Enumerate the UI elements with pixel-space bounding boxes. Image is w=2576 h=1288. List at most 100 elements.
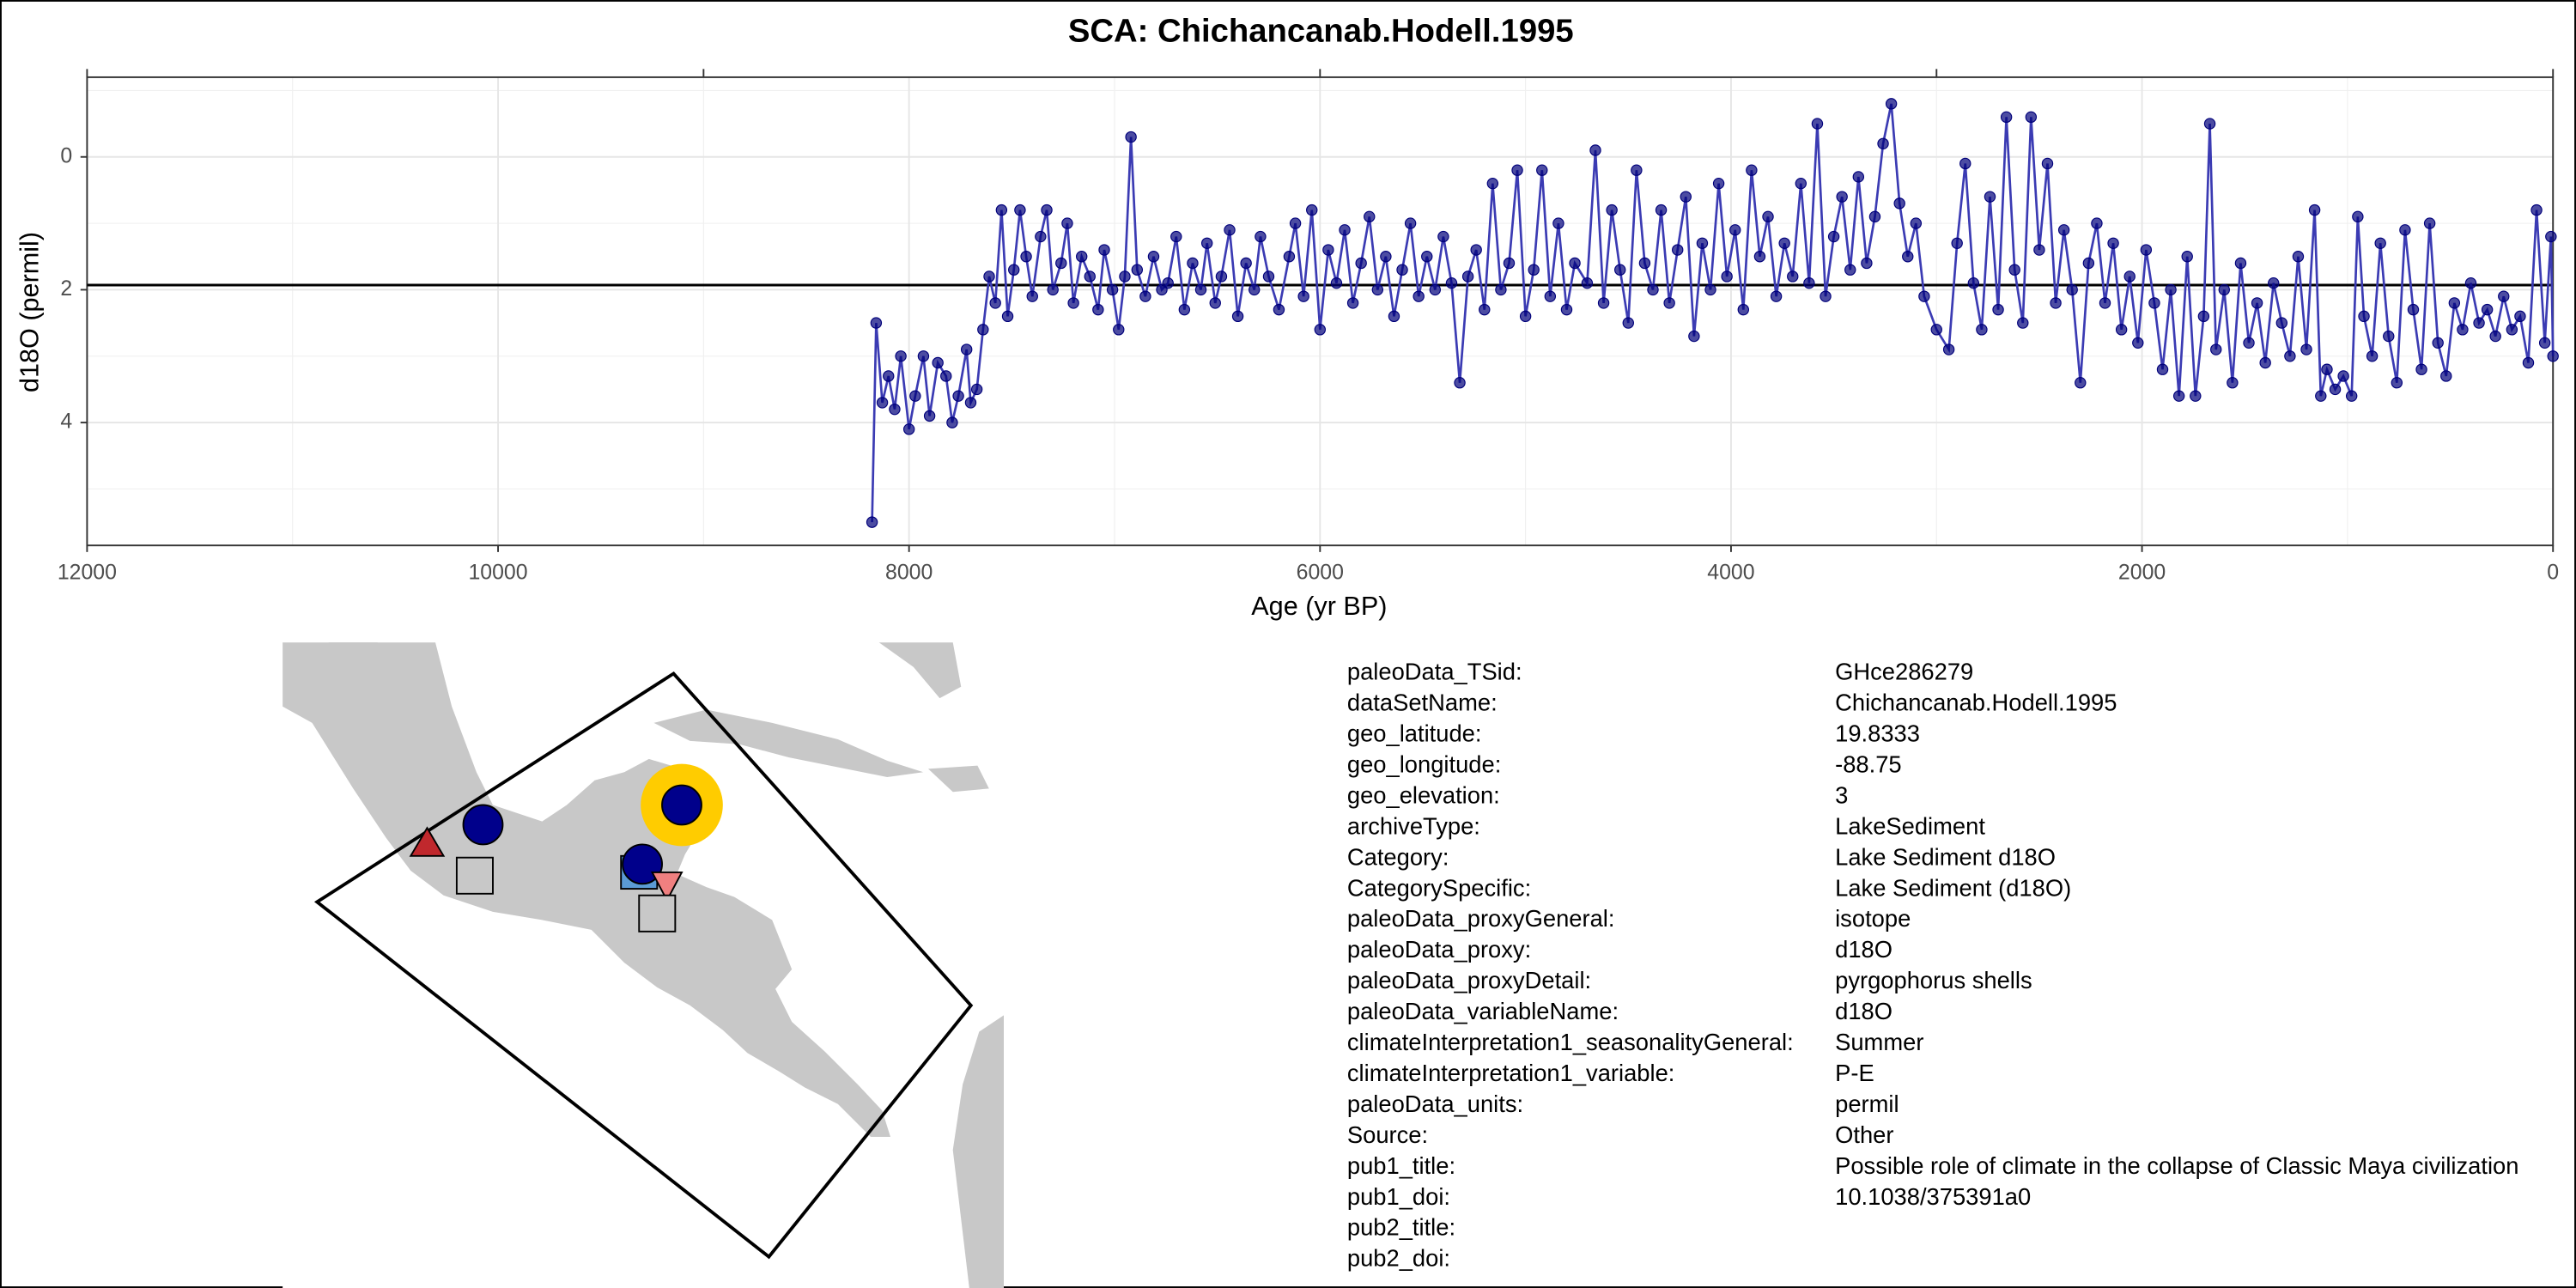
data-point xyxy=(2432,337,2444,349)
data-point xyxy=(1209,297,1221,309)
metadata-table: paleoData_TSid: GHce286279 dataSetName: Chi… xyxy=(1347,659,2519,1272)
metadata-key: paleoData_variableName: xyxy=(1347,998,1619,1024)
data-point xyxy=(1200,237,1213,249)
data-point xyxy=(2181,251,2193,263)
data-point xyxy=(1959,157,1971,170)
data-point xyxy=(1511,164,1523,176)
data-point xyxy=(1638,257,1651,270)
metadata-key: geo_latitude: xyxy=(1347,720,1482,747)
metadata-value: d18O xyxy=(1835,936,1893,963)
data-point xyxy=(1868,210,1881,223)
data-point xyxy=(1992,303,2004,316)
data-point xyxy=(2315,390,2327,402)
data-point xyxy=(1721,270,1733,283)
data-point xyxy=(1729,224,1741,236)
data-point xyxy=(2530,204,2543,216)
metadata-value: isotope xyxy=(1835,905,1911,932)
land xyxy=(328,642,379,690)
data-point xyxy=(2358,310,2370,323)
data-point xyxy=(1753,251,1766,263)
y-tick-label: 2 xyxy=(60,276,72,301)
data-point xyxy=(1820,290,1832,302)
data-point xyxy=(1544,290,1557,302)
data-point xyxy=(923,410,936,422)
data-point xyxy=(1811,118,1824,130)
data-point xyxy=(1283,251,1296,263)
data-point xyxy=(1528,264,1540,276)
land xyxy=(283,642,890,1137)
data-point xyxy=(2457,324,2469,336)
data-point xyxy=(1519,310,1532,323)
data-point xyxy=(2374,237,2386,249)
data-point xyxy=(1967,276,1980,289)
data-point xyxy=(1194,283,1207,296)
data-point xyxy=(1552,217,1564,229)
data-point xyxy=(2407,303,2420,316)
data-point xyxy=(1139,290,1151,302)
data-point xyxy=(1976,324,1988,336)
data-point xyxy=(995,204,1008,216)
data-point xyxy=(2321,363,2333,375)
data-point xyxy=(1125,131,1137,143)
data-point xyxy=(1388,310,1400,323)
data-point xyxy=(964,397,977,409)
data-point xyxy=(970,383,983,396)
data-point xyxy=(1330,276,1343,289)
data-point xyxy=(2017,317,2029,329)
data-point xyxy=(2383,330,2395,343)
data-point xyxy=(1581,276,1594,289)
data-point xyxy=(2415,363,2427,375)
data-point xyxy=(1655,204,1668,216)
data-point xyxy=(2234,257,2247,270)
data-point xyxy=(2227,377,2239,389)
data-point xyxy=(2025,111,2038,124)
metadata-value: 19.8333 xyxy=(1835,720,1920,747)
data-point xyxy=(2099,297,2111,309)
data-point xyxy=(1092,303,1104,316)
data-point xyxy=(2000,111,2013,124)
data-point xyxy=(1098,244,1110,256)
y-axis-title: d18O (permil) xyxy=(15,232,44,392)
metadata-value: Summer xyxy=(1835,1029,1923,1055)
data-point xyxy=(1606,204,1618,216)
data-point xyxy=(2190,390,2202,402)
data-point xyxy=(1902,251,1914,263)
x-tick-label: 0 xyxy=(2547,560,2559,584)
data-point xyxy=(2082,257,2095,270)
data-point xyxy=(2448,297,2461,309)
data-point xyxy=(876,397,889,409)
metadata-key: archiveType: xyxy=(1347,812,1480,839)
data-point xyxy=(1647,283,1659,296)
land xyxy=(927,765,989,793)
data-point xyxy=(952,390,964,402)
metadata-value: Lake Sediment (d18O) xyxy=(1835,874,2071,901)
data-point xyxy=(1119,270,1131,283)
metadata-key: Category: xyxy=(1347,843,1449,870)
data-point xyxy=(2156,363,2169,375)
data-point xyxy=(1614,264,1626,276)
data-point xyxy=(2352,210,2364,223)
data-point xyxy=(2473,317,2485,329)
data-point xyxy=(1131,264,1144,276)
data-point xyxy=(1688,330,1700,343)
metadata-key: climateInterpretation1_seasonalityGenera… xyxy=(1347,1029,1794,1055)
y-tick-label: 0 xyxy=(60,143,72,167)
data-point xyxy=(2292,251,2305,263)
data-point xyxy=(2251,297,2263,309)
data-point xyxy=(1147,251,1160,263)
metadata-key: paleoData_units: xyxy=(1347,1091,1523,1117)
x-tick-label: 4000 xyxy=(1707,560,1754,584)
site-marker xyxy=(650,871,683,902)
data-point xyxy=(1404,217,1417,229)
x-tick-label: 8000 xyxy=(885,560,933,584)
data-point xyxy=(2308,204,2321,216)
data-point xyxy=(2172,390,2185,402)
data-point xyxy=(2041,157,2054,170)
data-point xyxy=(1589,144,1601,156)
metadata-key: CategorySpecific: xyxy=(1347,874,1531,901)
data-point xyxy=(1041,204,1053,216)
data-point xyxy=(2140,244,2153,256)
data-point xyxy=(1421,251,1433,263)
data-point xyxy=(1106,283,1119,296)
